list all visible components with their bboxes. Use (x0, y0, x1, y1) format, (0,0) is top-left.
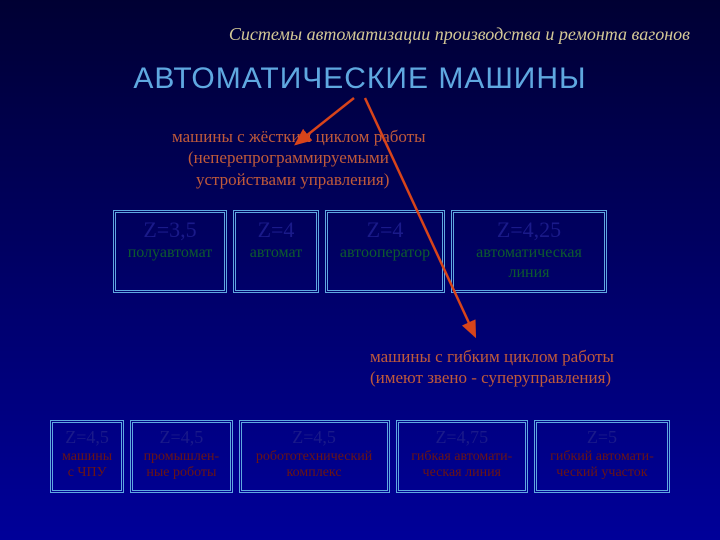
z-value: Z=4,5 (59, 427, 115, 449)
z-value: Z=4 (242, 217, 310, 243)
z-value: Z=4 (334, 217, 436, 243)
subtitle-rigid-line3: устройствами управления) (172, 169, 426, 190)
classification-box: Z=4,75гибкая автомати- ческая линия (396, 420, 528, 493)
z-label: автомат (242, 243, 310, 262)
z-label: автоматическая линия (460, 243, 598, 281)
classification-box: Z=4автооператор (325, 210, 445, 293)
subtitle-flexible-line2: (имеют звено - суперуправления) (370, 367, 614, 388)
z-label: гибкая автомати- ческая линия (405, 449, 519, 483)
z-label: гибкий автомати- ческий участок (543, 449, 661, 483)
classification-box: Z=4автомат (233, 210, 319, 293)
classification-box: Z=4,5промышлен- ные роботы (130, 420, 232, 493)
z-label: автооператор (334, 243, 436, 262)
z-value: Z=5 (543, 427, 661, 449)
z-label: промышлен- ные роботы (139, 449, 223, 483)
z-value: Z=4,5 (248, 427, 381, 449)
z-value: Z=4,25 (460, 217, 598, 243)
page-title: АВТОМАТИЧЕСКИЕ МАШИНЫ (0, 62, 720, 96)
classification-box: Z=4,5машины с ЧПУ (50, 420, 124, 493)
subtitle-flexible-line1: машины с гибким циклом работы (370, 346, 614, 367)
row-flexible: Z=4,5машины с ЧПУZ=4,5промышлен- ные роб… (0, 420, 720, 493)
classification-box: Z=4,5робототехнический комплекс (239, 420, 390, 493)
subtitle-rigid-line1: машины с жёстким циклом работы (172, 126, 426, 147)
z-label: полуавтомат (122, 243, 218, 262)
z-label: робототехнический комплекс (248, 449, 381, 483)
row-rigid: Z=3,5полуавтоматZ=4автоматZ=4автооперато… (0, 210, 720, 293)
page-header: Системы автоматизации производства и рем… (229, 24, 690, 45)
subtitle-rigid-line2: (неперепрограммируемыми (172, 147, 426, 168)
classification-box: Z=4,25автоматическая линия (451, 210, 607, 293)
classification-box: Z=3,5полуавтомат (113, 210, 227, 293)
subtitle-flexible: машины с гибким циклом работы (имеют зве… (370, 346, 614, 389)
classification-box: Z=5гибкий автомати- ческий участок (534, 420, 670, 493)
z-value: Z=3,5 (122, 217, 218, 243)
title-text: АВТОМАТИЧЕСКИЕ МАШИНЫ (133, 62, 586, 95)
z-label: машины с ЧПУ (59, 449, 115, 483)
z-value: Z=4,5 (139, 427, 223, 449)
header-text: Системы автоматизации производства и рем… (229, 24, 690, 44)
subtitle-rigid: машины с жёстким циклом работы (неперепр… (172, 126, 426, 190)
z-value: Z=4,75 (405, 427, 519, 449)
